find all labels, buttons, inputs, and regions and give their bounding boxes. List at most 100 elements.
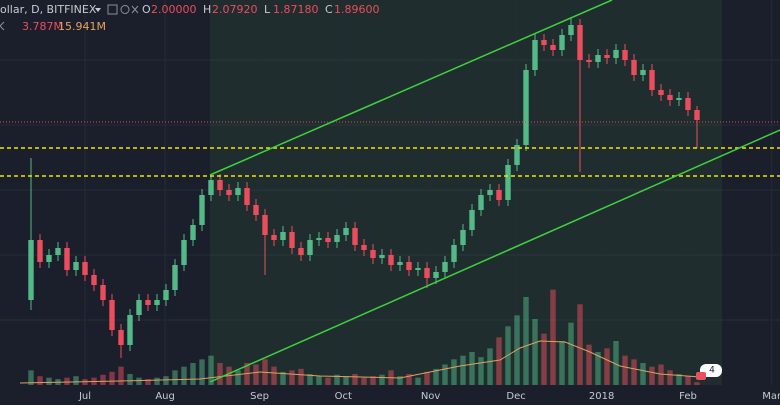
candle-body bbox=[487, 190, 493, 195]
volume-bar bbox=[568, 322, 574, 385]
badge-count: 4 bbox=[709, 366, 715, 376]
toggle-icon[interactable] bbox=[107, 4, 118, 15]
candle-body bbox=[271, 235, 277, 240]
volume-bar bbox=[532, 319, 538, 385]
legend-header: ollar, D, BITFINEX O 2.00000 H 2.07920 L 1.87… bbox=[0, 3, 380, 33]
x-tick-label: Jul bbox=[78, 391, 91, 402]
candle-body bbox=[280, 232, 286, 240]
candle-body bbox=[613, 50, 619, 58]
volume-bar bbox=[658, 364, 664, 385]
volume-bar bbox=[136, 377, 142, 385]
volume-bar bbox=[118, 366, 124, 385]
candle-body bbox=[523, 70, 529, 145]
volume-bar bbox=[361, 377, 367, 385]
volume-bar bbox=[613, 341, 619, 385]
candle-body bbox=[631, 60, 637, 75]
volume-bar bbox=[100, 374, 106, 385]
volume-bar bbox=[397, 376, 403, 385]
collapse-icon[interactable] bbox=[0, 21, 5, 31]
candle-body bbox=[532, 40, 538, 70]
ohlc-value: 2.00000 bbox=[151, 3, 197, 16]
volume-bar bbox=[127, 374, 133, 385]
candle-body bbox=[595, 55, 601, 62]
candle-body bbox=[406, 262, 412, 270]
volume-bar bbox=[73, 376, 79, 385]
volume-bar bbox=[325, 377, 331, 385]
volume-bar bbox=[694, 382, 700, 385]
badge[interactable]: 4 bbox=[696, 364, 722, 380]
volume-bar bbox=[199, 359, 205, 385]
candle-body bbox=[136, 300, 142, 315]
candle-body bbox=[442, 262, 448, 272]
volume-bar bbox=[190, 363, 196, 385]
volume-bar bbox=[622, 355, 628, 385]
drawing-zone bbox=[210, 0, 722, 385]
volume-bar bbox=[235, 370, 241, 385]
dropdown-caret[interactable] bbox=[95, 8, 101, 12]
settings-icon[interactable] bbox=[120, 5, 130, 14]
volume-bar bbox=[172, 370, 178, 385]
x-tick-label: Aug bbox=[155, 391, 175, 402]
volume-bar bbox=[145, 379, 151, 385]
x-tick-label: Nov bbox=[421, 391, 441, 402]
x-tick-label: Mar bbox=[762, 391, 780, 402]
volume-bar bbox=[208, 355, 214, 385]
volume-bar bbox=[280, 371, 286, 385]
ohlc-key: L bbox=[264, 3, 271, 16]
volume-bar bbox=[685, 376, 691, 385]
volume-bar bbox=[649, 366, 655, 385]
candle-body bbox=[37, 240, 43, 262]
candle-body bbox=[64, 248, 70, 270]
candle-body bbox=[451, 245, 457, 262]
volume-bar bbox=[181, 366, 187, 385]
badge-flag bbox=[696, 372, 706, 380]
x-tick-label: Dec bbox=[506, 391, 525, 402]
candle-body bbox=[217, 180, 223, 190]
ohlc-key: C bbox=[325, 3, 333, 16]
candle-body bbox=[199, 195, 205, 225]
candle-body bbox=[496, 190, 502, 200]
candle-body bbox=[559, 35, 565, 50]
volume-bar bbox=[586, 344, 592, 385]
candle-body bbox=[586, 60, 592, 62]
volume-bar bbox=[370, 376, 376, 385]
x-tick-label: Oct bbox=[335, 391, 352, 402]
volume-bar bbox=[478, 357, 484, 385]
close-icon[interactable] bbox=[131, 5, 139, 14]
candle-body bbox=[172, 265, 178, 290]
volume-bar bbox=[541, 333, 547, 385]
candle-body bbox=[478, 195, 484, 210]
volume-bar bbox=[667, 370, 673, 385]
candle-body bbox=[514, 145, 520, 165]
candles bbox=[28, 18, 700, 358]
candle-body bbox=[343, 228, 349, 235]
candle-body bbox=[163, 290, 169, 300]
volume-bar bbox=[424, 371, 430, 385]
candle-body bbox=[289, 232, 295, 248]
candle-body bbox=[379, 255, 385, 258]
volume-bar bbox=[316, 376, 322, 385]
volume-bar bbox=[253, 364, 259, 385]
ohlc-value: 1.87180 bbox=[273, 3, 319, 16]
candle-body bbox=[118, 330, 124, 345]
volume-bar bbox=[343, 376, 349, 385]
candle-body bbox=[46, 255, 52, 262]
candle-body bbox=[109, 300, 115, 330]
volume-bar bbox=[289, 370, 295, 385]
candle-body bbox=[145, 300, 151, 305]
candle-body bbox=[640, 70, 646, 75]
volume-bar bbox=[640, 363, 646, 385]
volume-bar bbox=[415, 377, 421, 385]
candle-body bbox=[415, 268, 421, 270]
candle-body bbox=[577, 25, 583, 60]
volume-bar bbox=[577, 304, 583, 385]
candle-body bbox=[127, 315, 133, 345]
candle-body bbox=[262, 215, 268, 235]
candle-body bbox=[325, 238, 331, 242]
volume-bar bbox=[604, 348, 610, 385]
candle-body bbox=[352, 228, 358, 245]
ohlc-value: 2.07920 bbox=[212, 3, 258, 16]
candle-body bbox=[316, 238, 322, 240]
candle-body bbox=[55, 248, 61, 255]
candle-body bbox=[460, 230, 466, 245]
